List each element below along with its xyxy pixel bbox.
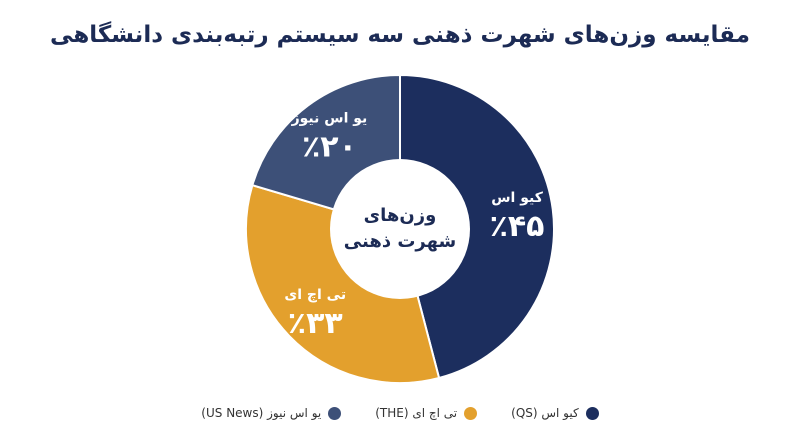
center-label-line-1: وزن‌های <box>364 205 437 226</box>
slice-label-2: تی اچ ای <box>284 287 346 303</box>
legend-item-2: تی اچ ای (THE) <box>375 406 478 420</box>
legend-label-1: کیو اس (QS) <box>511 406 579 420</box>
legend-item-1: کیو اس (QS) <box>511 406 599 420</box>
slice-value-1: ٪۴۵ <box>490 209 545 244</box>
slice-value-2: ٪۳۳ <box>288 306 343 341</box>
legend-swatch-3 <box>328 406 342 420</box>
chart-legend: کیو اس (QS) تی اچ ای (THE) یو اس نیوز (US … <box>0 406 800 420</box>
legend-item-3: یو اس نیوز (US News) <box>201 406 342 420</box>
slice-label-1: کیو اس <box>491 190 543 206</box>
legend-swatch-1 <box>585 406 599 420</box>
chart-title: مقایسه وزن‌های شهرت ذهنی سه سیستم رتبه‌ب… <box>50 22 750 48</box>
pie-slice-1 <box>399 73 555 380</box>
slice-value-3: ٪۲۰ <box>302 129 357 164</box>
legend-swatch-2 <box>464 406 478 420</box>
legend-label-2: تی اچ ای (THE) <box>375 406 458 420</box>
legend-label-3: یو اس نیوز (US News) <box>201 406 322 420</box>
center-label-line-2: شهرت ذهنی <box>344 231 456 252</box>
slice-label-3: یو اس نیوز <box>291 110 368 126</box>
donut-hole <box>330 159 470 299</box>
